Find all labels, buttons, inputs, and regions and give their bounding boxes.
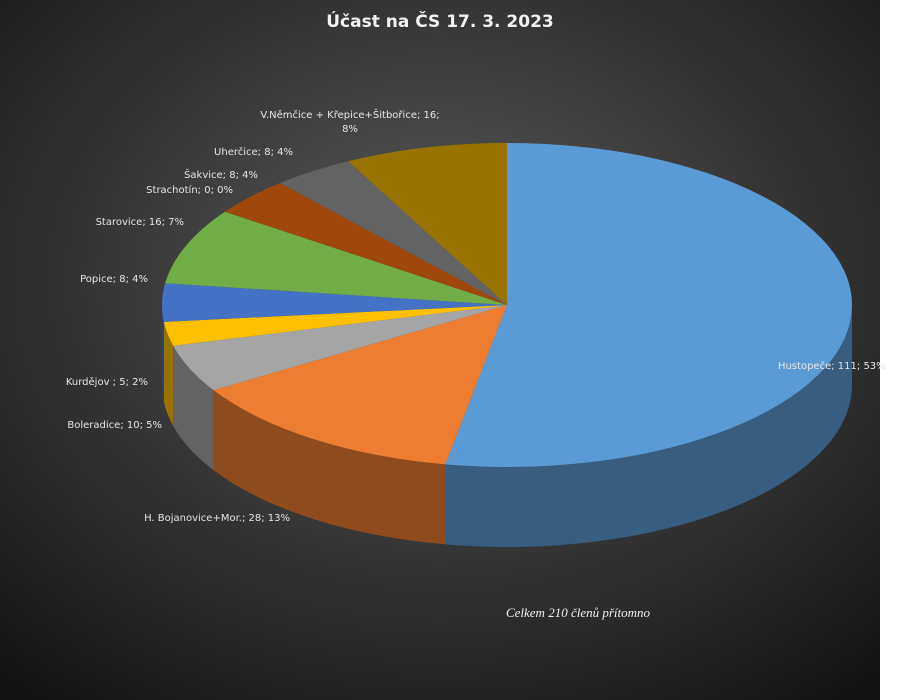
slice-side [213,390,446,545]
slice [213,305,507,465]
slice [445,143,852,467]
slice [348,143,507,305]
slice [163,305,507,346]
slice-side [162,305,164,402]
data-label: H. Bojanovice+Mor.; 28; 13% [144,513,290,524]
slice [165,211,508,305]
data-label: Popice; 8; 4% [80,274,148,285]
data-label: Strachotín; 0; 0% [146,184,233,196]
slice-side [163,321,174,426]
slice [173,305,507,391]
data-label-line: V.Němčice + Křepice+Šitbořice; 16; [260,108,439,121]
chart-title: Účast na ČS 17. 3. 2023 [326,10,554,32]
data-label: Šakvice; 8; 4% [184,168,258,181]
data-label: Hustopeče; 111; 53% [778,360,886,372]
slice-side [445,305,852,547]
data-label: Starovice; 16; 7% [96,217,184,228]
data-label: Uherčice; 8; 4% [214,146,293,158]
slice [162,283,508,322]
data-label-line: 8% [342,124,358,135]
slice [280,161,507,305]
annotation: Celkem 210 členů přítomno [506,605,651,620]
slice-side [173,345,214,471]
data-label: V.Němčice + Křepice+Šitbořice; 16; 8% [260,108,439,135]
data-label: Kurdějov ; 5; 2% [66,376,148,388]
slice [224,183,507,305]
data-label: Boleradice; 10; 5% [67,420,162,431]
